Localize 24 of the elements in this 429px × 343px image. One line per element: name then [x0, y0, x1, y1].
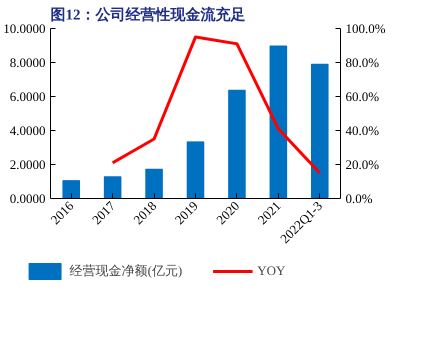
y-tick-label: 2.0000 — [10, 157, 46, 172]
y-tick-label: 8.0000 — [10, 55, 46, 70]
y-tick-label: 0.0000 — [10, 191, 46, 206]
chart-title: 图12：公司经营性现金流充足 — [50, 6, 246, 24]
y2-tick-label: 20.0% — [346, 157, 380, 172]
y2-tick-label: 80.0% — [346, 55, 380, 70]
y-tick-label: 4.0000 — [10, 123, 46, 138]
legend-label: 经营现金净额(亿元) — [70, 262, 182, 280]
bar — [145, 168, 163, 198]
bar — [62, 180, 80, 198]
bar — [228, 90, 246, 198]
bar — [311, 64, 329, 198]
legend-label: YOY — [257, 263, 286, 279]
y-tick-label: 10.0000 — [3, 21, 46, 36]
x-tick-label: 2021 — [254, 198, 284, 228]
y2-tick-label: 0.0% — [346, 191, 373, 206]
y2-tick-label: 60.0% — [346, 89, 380, 104]
bar — [186, 141, 204, 198]
line-series — [111, 36, 322, 174]
bar — [104, 176, 122, 198]
bar — [270, 46, 288, 198]
y2-tick-label: 100.0% — [346, 21, 386, 36]
y-tick-label: 6.0000 — [10, 89, 46, 104]
y2-tick-label: 40.0% — [346, 123, 380, 138]
